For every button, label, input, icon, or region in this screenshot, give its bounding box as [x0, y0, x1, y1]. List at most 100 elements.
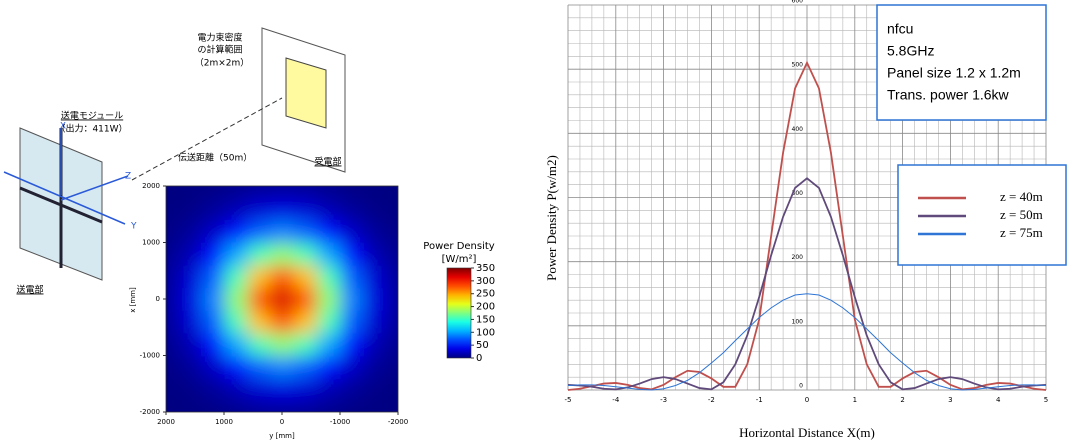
axis-label: Z — [125, 172, 131, 182]
heatmap-cell — [270, 355, 295, 379]
colorbar-tick-label: 150 — [476, 314, 495, 325]
receiver-panel — [285, 57, 327, 129]
heatmap-cell — [200, 265, 225, 289]
heatmap-cell — [166, 219, 179, 243]
annotation: Panel size 1.2 x 1.2m — [887, 65, 1021, 81]
heatmap-cell — [316, 242, 341, 266]
y-tick-label: 600 — [792, 0, 804, 5]
y-axis-label: x [mm] — [129, 287, 137, 313]
heatmap-cell — [386, 355, 398, 379]
annotation: nfcu — [887, 21, 913, 37]
y-tick-label: 400 — [792, 126, 804, 133]
heatmap-cell — [166, 400, 179, 412]
heatmap-cell — [363, 378, 387, 402]
heatmap-cell — [340, 265, 364, 289]
heatmap-cell — [247, 186, 271, 198]
axis-label: X — [60, 122, 66, 132]
x-tick-label: 0 — [805, 396, 809, 404]
heatmap-cell — [363, 310, 387, 334]
colorbar-tick-label: 0 — [476, 353, 482, 364]
y-tick-label: 0 — [156, 295, 160, 303]
heatmap-cell — [224, 186, 248, 198]
x-tick-label: 2 — [900, 396, 904, 404]
x-tick-label: 0 — [280, 418, 284, 426]
x-tick-label: 1000 — [215, 418, 233, 426]
heatmap-cell — [166, 310, 179, 334]
heatmap-cell — [224, 287, 248, 311]
heatmap-cell — [386, 332, 398, 356]
heatmap-cell — [363, 287, 387, 311]
heatmap-cell — [386, 186, 398, 198]
colorbar-tick-label: 50 — [476, 340, 489, 351]
panel-bar — [19, 186, 103, 224]
heatmap-cell — [166, 242, 179, 266]
x-axis-label: y [mm] — [269, 432, 295, 440]
colorbar-tick-label: 250 — [476, 289, 495, 300]
y-tick-label: 500 — [792, 62, 804, 69]
heatmap-cell — [247, 219, 271, 243]
heatmap-cell — [200, 310, 225, 334]
heatmap-cell — [177, 219, 202, 243]
heatmap-cell — [224, 242, 248, 266]
heatmap-cell — [177, 400, 202, 412]
heatmap-cell — [293, 355, 318, 379]
annotation: 5.8GHz — [887, 43, 934, 59]
heatmap-cell — [247, 265, 271, 289]
heatmap-cell — [177, 197, 202, 221]
heatmap-cell — [200, 287, 225, 311]
heatmap-cell — [293, 186, 318, 198]
heatmap-cell — [247, 310, 271, 334]
line-chart: -5 -4 -3 -2 -1 0 1 2 3 4 5 0 100 200 300 400 500 600 Horiz… — [544, 0, 1067, 440]
heatmap-cell — [200, 197, 225, 221]
heatmap-cell — [270, 242, 295, 266]
tx-module-label: 送電モジュール — [61, 110, 123, 122]
x-tick-label: 5 — [1044, 396, 1048, 404]
calc-area-label: の計算範囲 — [197, 44, 242, 56]
y-tick-label: 2000 — [142, 182, 160, 190]
heatmap-cell — [386, 242, 398, 266]
x-tick-label: 2000 — [157, 418, 175, 426]
heatmap-cell — [166, 332, 179, 356]
heatmap-cell — [386, 378, 398, 402]
heatmap-cell — [293, 197, 318, 221]
heatmap-cell — [247, 332, 271, 356]
heatmap-cell — [224, 197, 248, 221]
heatmap-cell — [340, 219, 364, 243]
heatmap-cell — [177, 287, 202, 311]
colorbar-tick-label: 300 — [476, 276, 495, 287]
y-tick-label: 200 — [792, 254, 804, 261]
tx-output-label: （出力：411W） — [56, 123, 127, 135]
x-axis-label: Horizontal Distance X(m) — [739, 425, 875, 440]
heatmap-cell — [293, 287, 318, 311]
heatmap-cell — [177, 310, 202, 334]
heatmap-cell — [224, 378, 248, 402]
heatmap-cell — [340, 287, 364, 311]
heatmap-cell — [200, 332, 225, 356]
legend-label: z = 75m — [1000, 225, 1043, 240]
colorbar-tick-label: 200 — [476, 302, 495, 313]
heatmap-cell — [386, 287, 398, 311]
heatmap: 2000 1000 0 -1000 -2000200010000-1000-2000y … — [129, 182, 495, 440]
colorbar-tick-label: 350 — [476, 263, 495, 274]
heatmap-cell — [270, 265, 295, 289]
heatmap-cell — [270, 219, 295, 243]
heatmap-cell — [177, 332, 202, 356]
heatmap-cell — [224, 310, 248, 334]
heatmap-cell — [200, 242, 225, 266]
heatmap-cell — [293, 265, 318, 289]
heatmap-cell — [316, 265, 341, 289]
heatmap-cell — [247, 378, 271, 402]
heatmap-cell — [340, 197, 364, 221]
heatmap-cell — [316, 400, 341, 412]
y-tick-label: 1000 — [142, 239, 160, 247]
heatmap-cell — [316, 287, 341, 311]
heatmap-cell — [293, 310, 318, 334]
x-tick-label: -1000 — [330, 418, 350, 426]
heatmap-cell — [316, 378, 341, 402]
y-tick-label: -1000 — [140, 352, 160, 360]
heatmap-cell — [386, 219, 398, 243]
series-line — [567, 177, 1047, 391]
heatmap-cell — [166, 287, 179, 311]
heatmap-cell — [363, 265, 387, 289]
